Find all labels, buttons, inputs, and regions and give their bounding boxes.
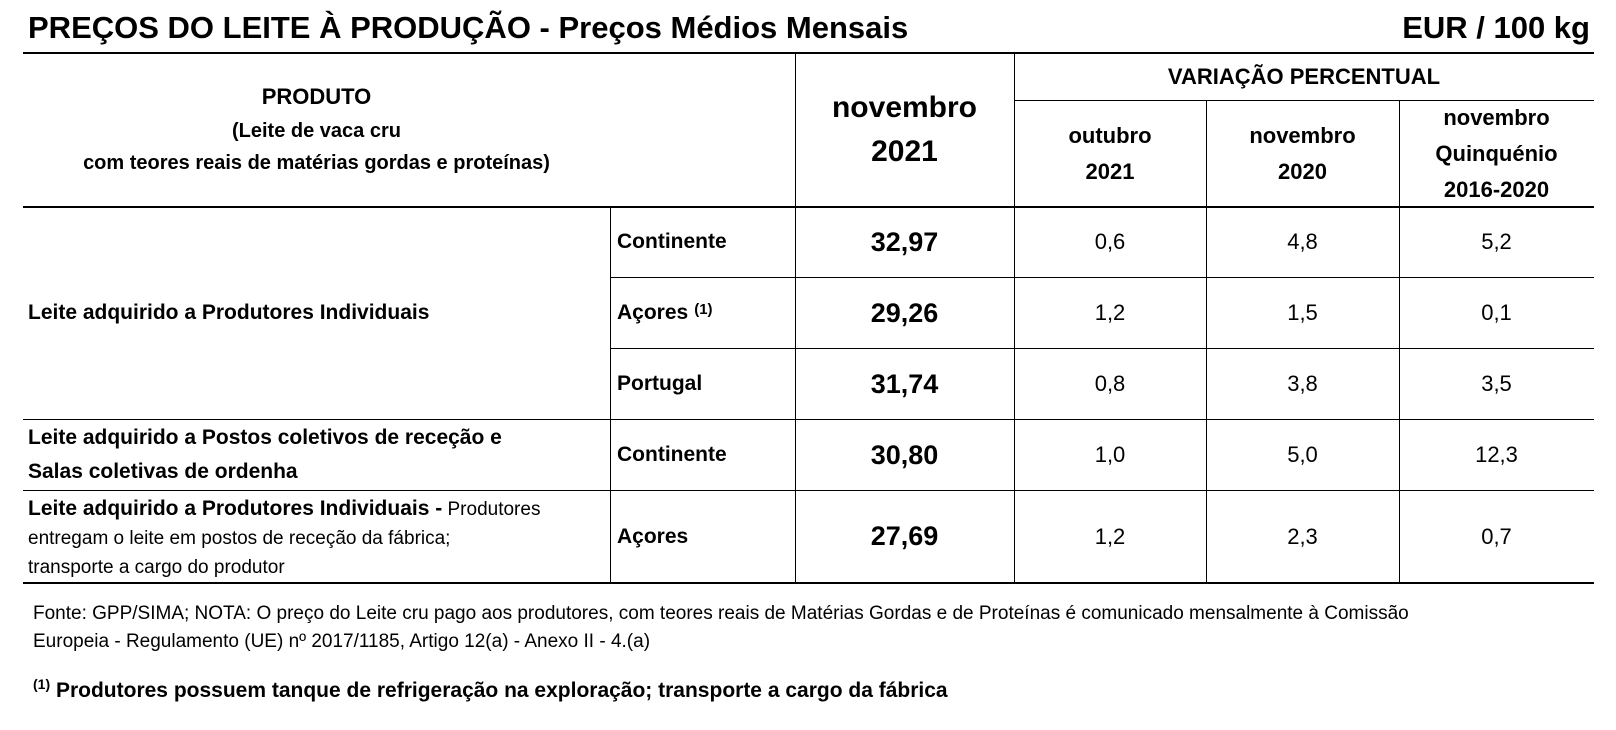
note-marker: (1)	[33, 676, 51, 692]
rule	[1014, 100, 1594, 101]
variation: 4,8	[1287, 229, 1318, 254]
head-variation: VARIAÇÃO PERCENTUAL	[1167, 64, 1441, 89]
rule	[1206, 100, 1207, 582]
group-label: Leite adquirido a Produtores Individuais…	[28, 494, 608, 582]
rule	[795, 52, 796, 582]
head-col: novembro Quinquénio 2016-2020	[1435, 104, 1558, 202]
region: Açores	[617, 491, 793, 582]
rule	[610, 206, 611, 582]
group-label: Leite adquirido a Produtores Individuais	[28, 301, 430, 324]
variation: 5,0	[1287, 442, 1318, 467]
rule	[23, 419, 1594, 420]
variation: 0,8	[1094, 371, 1126, 396]
price: 32,97	[870, 226, 939, 257]
rule	[23, 52, 1594, 54]
variation: 0,1	[1481, 300, 1512, 325]
head-col: novembro 2020	[1249, 122, 1356, 184]
variation: 2,3	[1287, 523, 1318, 549]
rule	[23, 490, 1594, 491]
rule	[23, 206, 1594, 208]
variation: 1,2	[1094, 300, 1126, 325]
region: Açores (1)	[617, 278, 793, 348]
price: 30,80	[870, 439, 939, 470]
variation: 3,5	[1481, 371, 1512, 396]
region-name: Continente	[617, 230, 727, 253]
head-col: outubro 2021	[1068, 122, 1152, 184]
region-name: Portugal	[617, 372, 703, 395]
price: 31,74	[870, 368, 939, 399]
price: 27,69	[870, 521, 939, 551]
unit: EUR / 100 kg	[1402, 10, 1590, 45]
variation: 5,2	[1481, 229, 1512, 254]
variation: 0,7	[1481, 523, 1512, 549]
region: Continente	[617, 207, 793, 277]
region-name: Açores	[617, 524, 689, 548]
head-product-detail: (Leite de vaca cru com teores reais de m…	[83, 120, 550, 174]
head-product: PRODUTO	[261, 84, 372, 109]
note-text: Produtores possuem tanque de refrigeraçã…	[55, 679, 948, 702]
variation: 12,3	[1475, 442, 1518, 467]
variation: 3,8	[1287, 371, 1318, 396]
region-name: Açores	[617, 301, 689, 324]
variation: 1,2	[1094, 523, 1126, 549]
group-label-bold: Leite adquirido a Produtores Individuais…	[28, 497, 443, 520]
rule	[610, 277, 1594, 278]
rule	[1399, 100, 1400, 582]
variation: 1,0	[1094, 442, 1126, 467]
rule	[23, 582, 1594, 584]
region: Continente	[617, 420, 793, 490]
title: PREÇOS DO LEITE À PRODUÇÃO - Preços Médi…	[28, 10, 909, 45]
region: Portugal	[617, 349, 793, 419]
price: 29,26	[870, 297, 939, 328]
region-name: Continente	[617, 443, 727, 466]
group-label: Leite adquirido a Postos coletivos de re…	[28, 426, 502, 483]
group-label-rest: Produtores entregam o leite em postos de…	[28, 499, 541, 578]
variation: 0,6	[1094, 229, 1126, 254]
rule	[1014, 52, 1015, 582]
rule	[610, 348, 1594, 349]
region-note: (1)	[694, 300, 713, 318]
head-price: novembro 2021	[831, 91, 978, 168]
note: (1) Produtores possuem tanque de refrige…	[33, 676, 948, 703]
variation: 1,5	[1287, 300, 1318, 325]
source: Fonte: GPP/SIMA; NOTA: O preço do Leite …	[33, 603, 1409, 652]
